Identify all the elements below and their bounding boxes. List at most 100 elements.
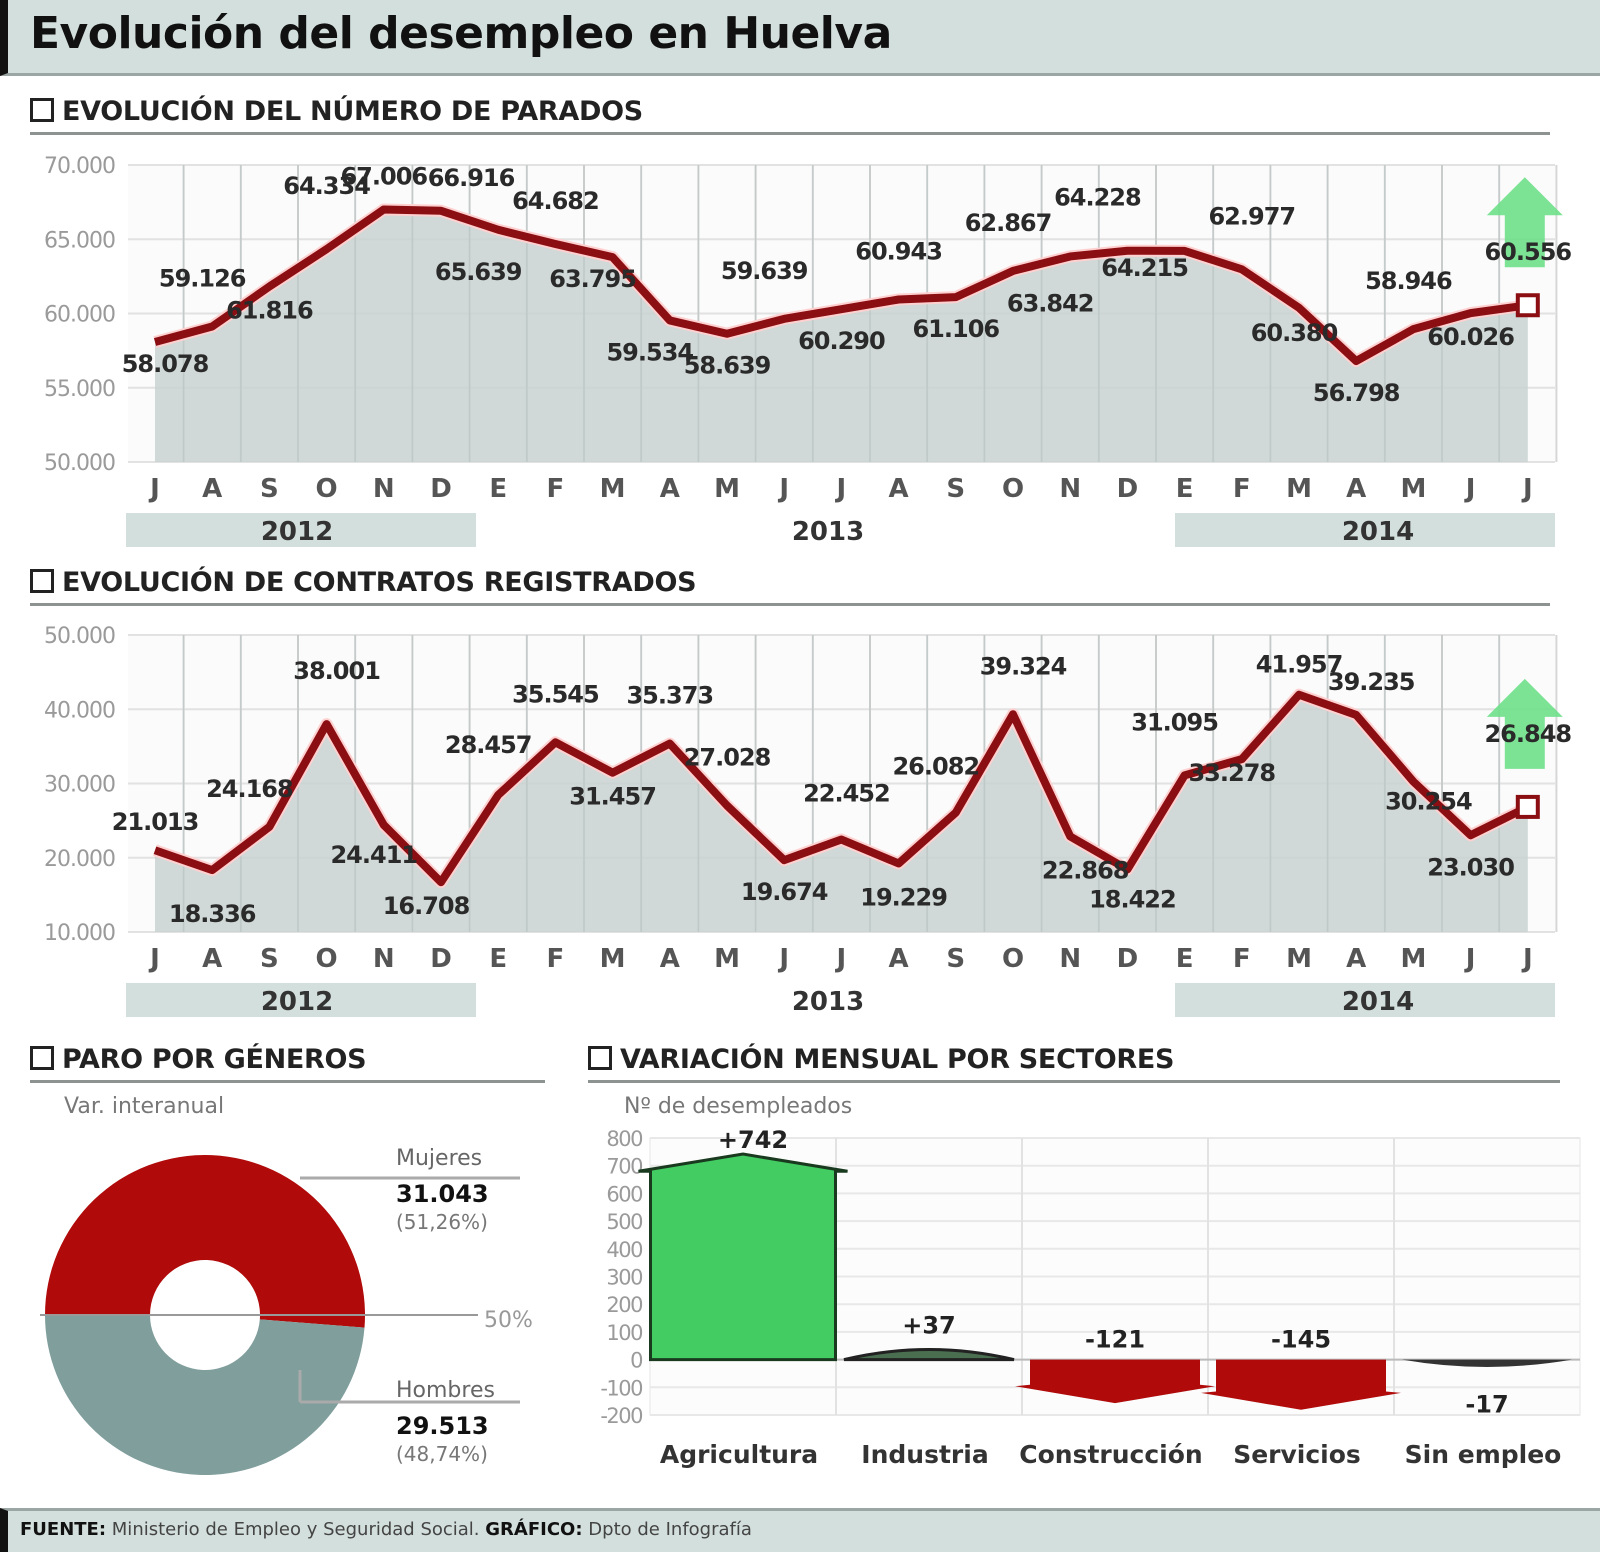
x-tick-label: J [777,944,789,974]
bar-value-label: -17 [1465,1390,1508,1418]
data-value-label: 39.235 [1328,668,1415,696]
bar-1 [843,1347,1015,1362]
data-value-label: 24.411 [330,841,417,869]
y-tick-label: 600 [606,1182,642,1206]
year-band-2014 [1175,513,1555,547]
data-value-label: 58.639 [684,352,771,380]
data-value-label: 67.006 [340,162,427,190]
x-tick-label: A [660,944,680,974]
section-rule [30,1080,545,1083]
x-tick-label: F [547,944,565,974]
bar-value-label: -145 [1271,1326,1331,1354]
hombres-label: Hombres [396,1378,495,1403]
data-value-label: 63.795 [549,265,636,293]
year-label: 2013 [792,987,864,1017]
x-tick-label: A [660,474,680,504]
data-value-label: 66.916 [428,164,515,192]
generos-subtitle: Var. interanual [64,1094,225,1119]
section-title-parados: EVOLUCIÓN DEL NÚMERO DE PARADOS [30,96,643,127]
x-tick-label: A [202,944,222,974]
data-value-label: 28.457 [445,731,532,759]
source-text: Ministerio de Empleo y Seguridad Social. [111,1519,480,1540]
data-value-label: 61.816 [226,297,313,325]
section-title-contratos: EVOLUCIÓN DE CONTRATOS REGISTRADOS [30,567,697,598]
x-tick-label: A [1346,944,1366,974]
section-title-text: PARO POR GÉNEROS [62,1044,367,1075]
data-value-label: 39.324 [980,652,1067,680]
x-tick-label: F [1233,944,1251,974]
x-tick-label: E [1176,474,1194,504]
x-tick-label: J [1521,474,1533,504]
x-tick-label: E [489,944,507,974]
data-value-label: 63.842 [1007,289,1094,317]
year-band-2014 [1175,983,1555,1017]
y-tick-label: -200 [600,1404,642,1428]
mujeres-slice [45,1155,365,1328]
graphic-label: GRÁFICO: [485,1519,583,1540]
bar-category-label: Sin empleo [1405,1440,1562,1469]
x-tick-label: N [1059,474,1081,504]
y-tick-label: 700 [606,1155,642,1179]
year-label: 2013 [792,517,864,547]
y-tick-label: 70.000 [44,154,115,179]
data-value-label: 21.013 [112,808,199,836]
data-value-label: 59.126 [159,264,246,292]
year-label: 2012 [261,517,333,547]
data-value-label: 64.334 [283,172,370,200]
x-tick-label: J [1521,944,1533,974]
x-tick-label: M [714,944,740,974]
x-tick-label: N [1059,944,1081,974]
y-tick-label: 65.000 [44,228,115,253]
checkbox-square-icon [30,1046,54,1070]
checkbox-square-icon [588,1046,612,1070]
data-value-label: 24.168 [206,775,293,803]
y-tick-label: 20.000 [44,847,115,872]
data-value-label: 23.030 [1427,853,1514,881]
up-arrow-icon [1486,678,1563,769]
bar-3 [1201,1359,1401,1410]
data-value-label: 27.028 [684,744,771,772]
y-tick-label: 50.000 [44,451,115,476]
bar-category-label: Industria [861,1440,988,1469]
x-tick-label: O [316,474,338,504]
year-label: 2014 [1342,987,1414,1017]
data-value-label: 61.106 [912,315,999,343]
y-tick-label: 0 [630,1349,642,1373]
section-rule [30,132,1550,135]
y-tick-label: 400 [606,1238,642,1262]
x-tick-label: S [946,474,965,504]
year-band-2012 [126,983,476,1017]
data-value-label: 58.078 [122,350,209,378]
x-tick-label: J [1464,944,1476,974]
y-tick-label: 40.000 [44,698,115,723]
x-tick-label: M [1286,944,1312,974]
x-tick-label: S [260,944,279,974]
data-value-label: 26.848 [1484,720,1571,748]
x-tick-label: F [547,474,565,504]
x-tick-label: M [1286,474,1312,504]
data-value-label: 16.708 [383,892,470,920]
parados-area-chart: 50.000 55.000 60.000 65.000 70.000 58.078 59.1… [44,154,1572,547]
fifty-percent-label: 50% [484,1308,533,1333]
data-value-label: 60.556 [1484,238,1571,266]
data-value-label: 41.957 [1256,651,1343,679]
hombres-pct: (48,74%) [396,1442,488,1466]
x-tick-label: J [835,944,847,974]
data-value-label: 60.943 [855,237,942,265]
x-tick-label: J [1464,474,1476,504]
x-tick-label: A [889,944,909,974]
x-tick-label: M [1400,944,1426,974]
data-value-label: 58.946 [1365,267,1452,295]
x-tick-label: N [373,474,395,504]
bar-sin-empleo [1402,1359,1572,1367]
x-tick-label: J [777,474,789,504]
data-value-label: 22.868 [1042,856,1129,884]
gender-donut-chart [40,1155,520,1476]
data-value-label: 64.228 [1054,184,1141,212]
x-tick-label: F [1233,474,1251,504]
section-rule [30,603,1550,606]
y-tick-label: 50.000 [44,624,115,649]
data-value-label: 59.534 [606,338,693,366]
y-tick-label: 60.000 [44,303,115,328]
x-tick-label: A [889,474,909,504]
